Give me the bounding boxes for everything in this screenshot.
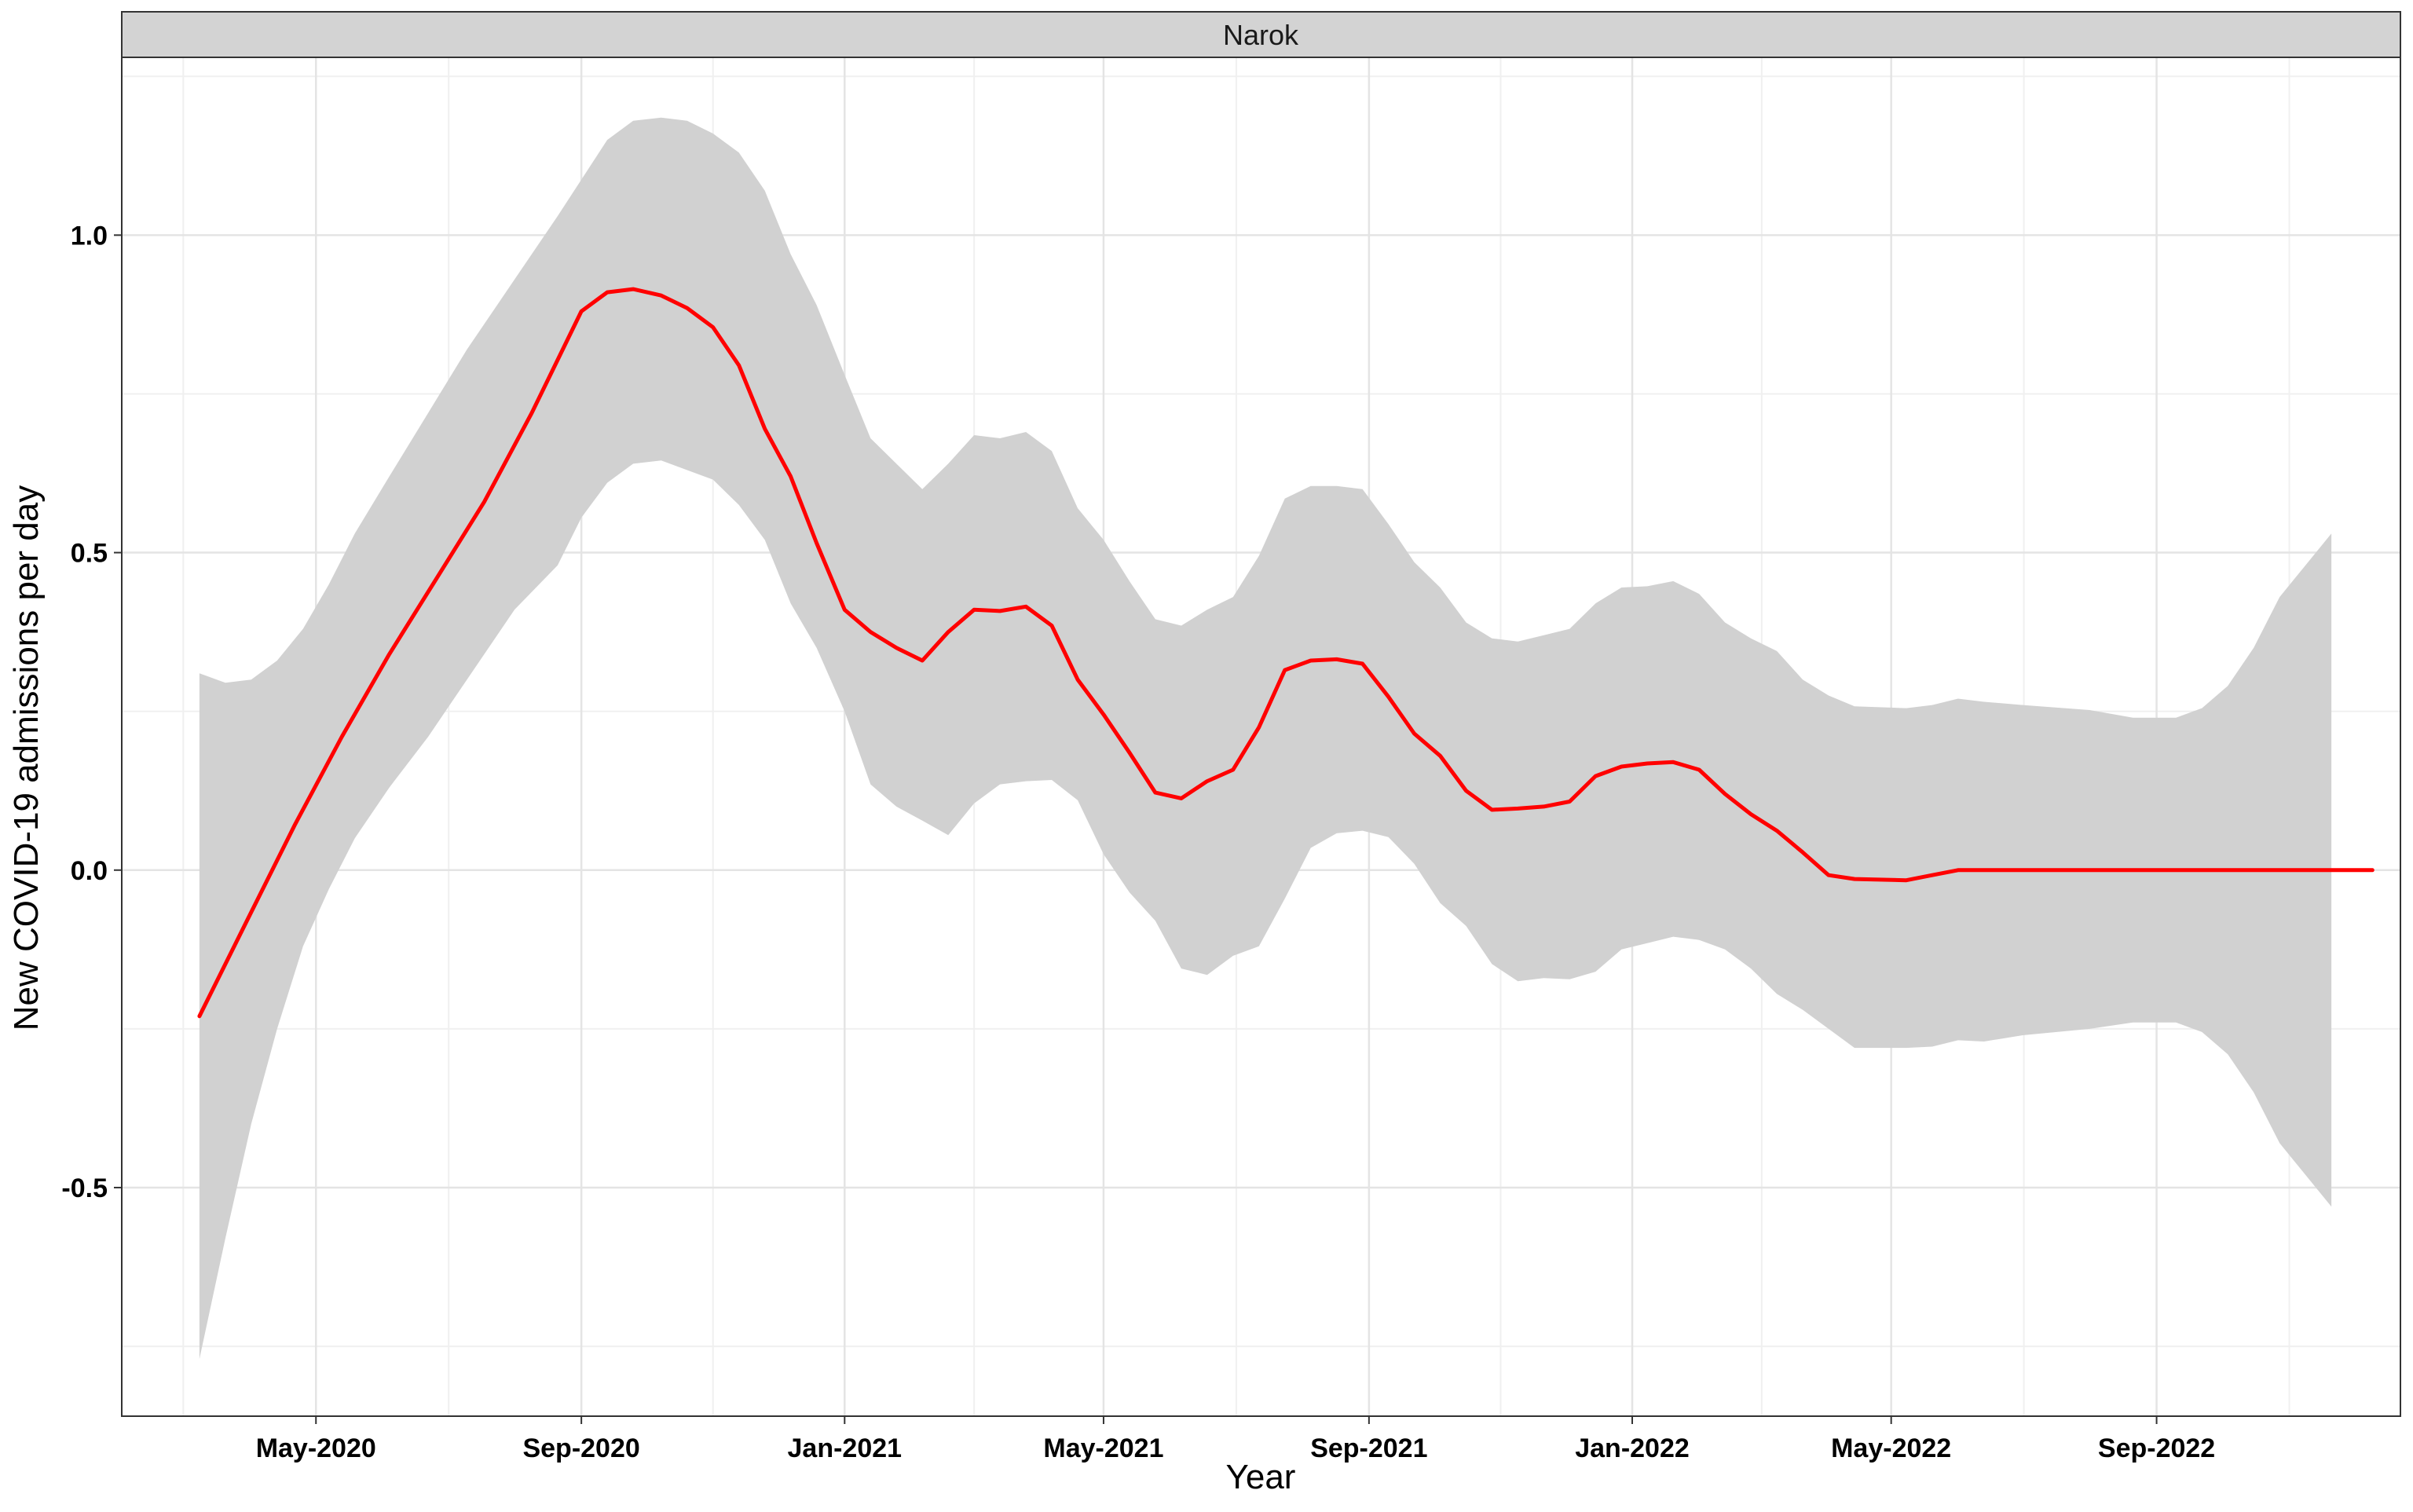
- line-layer: [197, 287, 2375, 1019]
- facet-strip-background: [121, 11, 2401, 58]
- x-tick-label: Jan-2022: [1575, 1433, 1690, 1463]
- facet-strip-label: Narok: [1223, 19, 1299, 51]
- x-tick-label: Sep-2020: [522, 1433, 639, 1463]
- panel-border: [121, 57, 2401, 1417]
- confidence-ribbon: [199, 117, 2332, 1360]
- x-tick-label: May-2020: [256, 1433, 376, 1463]
- x-tick-label: May-2021: [1043, 1433, 1163, 1463]
- axes-layer: May-2020 Sep-2020 Jan-2021 May-2021 Sep-2021…: [61, 221, 2215, 1463]
- x-tick-label: Sep-2022: [2098, 1433, 2215, 1463]
- y-tick-label: 0.5: [71, 539, 108, 569]
- x-tick-label: May-2022: [1831, 1433, 1951, 1463]
- y-tick-label: 1.0: [71, 221, 108, 251]
- facet-strip: Narok: [121, 11, 2401, 58]
- ribbon-layer: [199, 117, 2332, 1360]
- y-axis-title: New COVID-19 admissions per day: [7, 485, 46, 1031]
- x-tick-label: Jan-2021: [788, 1433, 903, 1463]
- y-tick-label: 0.0: [71, 856, 108, 886]
- x-tick-label: Sep-2021: [1310, 1433, 1427, 1463]
- y-tick-label: -0.5: [61, 1173, 108, 1203]
- admissions-line: [197, 287, 2375, 1019]
- x-axis-title: Year: [1226, 1458, 1296, 1496]
